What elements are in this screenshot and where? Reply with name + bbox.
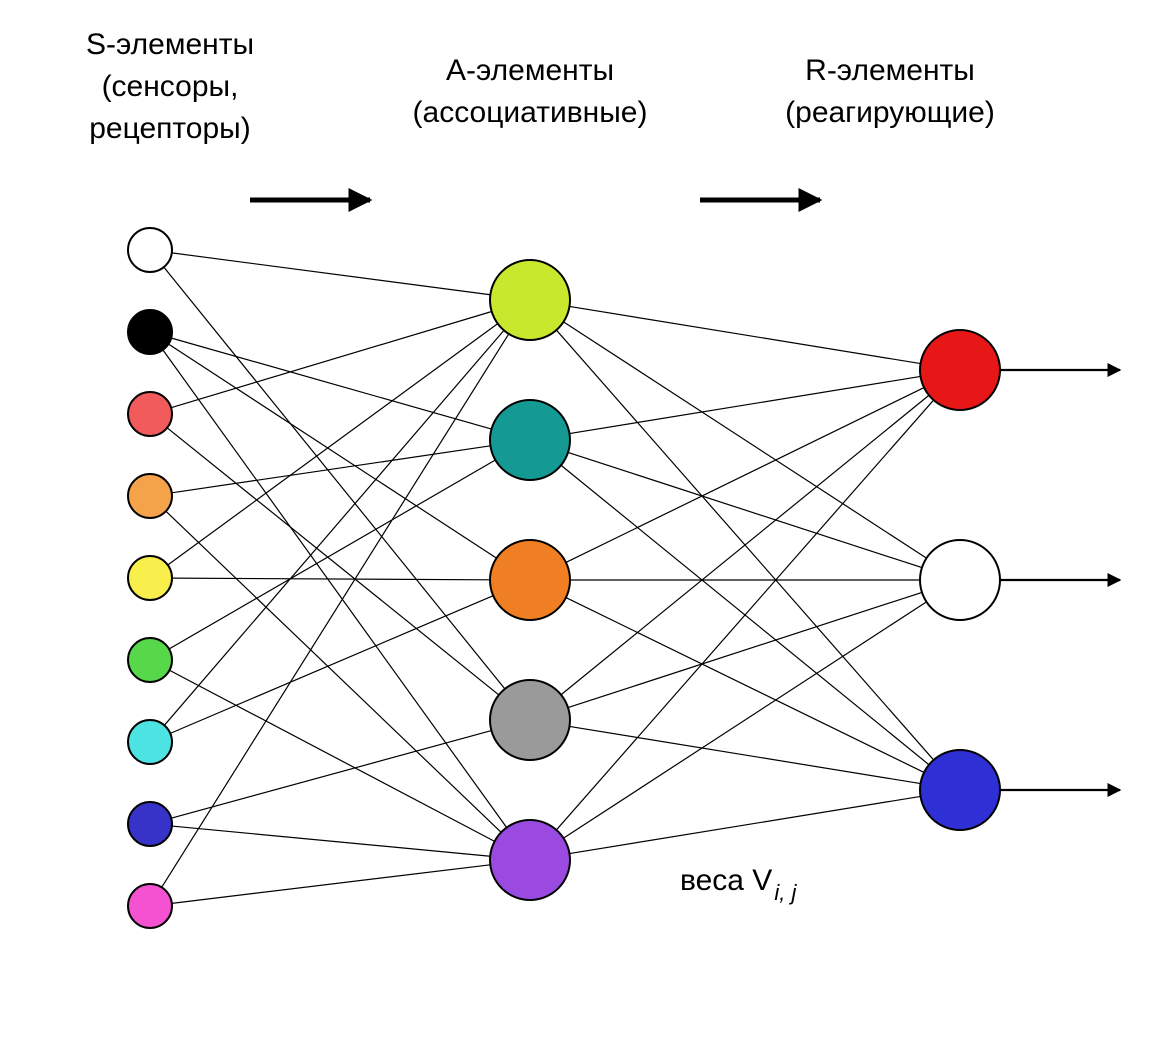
r-node — [920, 330, 1000, 410]
edge — [169, 460, 495, 649]
a-label: A-элементы (ассоциативные) — [413, 54, 648, 129]
output-arrows — [1000, 370, 1120, 790]
edge — [169, 670, 494, 841]
edge — [172, 578, 490, 580]
s-node — [128, 802, 172, 846]
s-node — [128, 720, 172, 764]
edge — [172, 826, 490, 856]
s-node — [128, 884, 172, 928]
edge — [566, 388, 924, 563]
edge — [171, 338, 491, 429]
edge — [164, 267, 505, 689]
r-layer — [920, 330, 1000, 830]
a-node — [490, 260, 570, 340]
edge — [172, 865, 490, 904]
edge — [564, 602, 927, 838]
s-node — [128, 556, 172, 600]
weights-label: веса Vi, j — [680, 864, 797, 905]
s-layer — [128, 228, 172, 928]
a-layer — [490, 260, 570, 900]
edge — [564, 322, 927, 558]
edge — [171, 731, 491, 819]
edge — [569, 796, 920, 853]
a-node — [490, 680, 570, 760]
a-node — [490, 820, 570, 900]
edges-a-to-r — [556, 306, 933, 853]
a-node — [490, 540, 570, 620]
edge — [566, 598, 924, 773]
s-label-line: (сенсоры, — [102, 70, 239, 103]
edge — [166, 511, 501, 832]
s-node — [128, 310, 172, 354]
edge — [568, 452, 922, 567]
r-label-line: (реагирующие) — [785, 96, 995, 129]
r-label: R-элементы (реагирующие) — [785, 54, 995, 129]
edge — [163, 350, 507, 828]
edges-s-to-a — [162, 253, 509, 903]
edge — [164, 330, 504, 725]
s-label-line: рецепторы) — [89, 112, 250, 145]
s-node — [128, 474, 172, 518]
a-label-line: (ассоциативные) — [413, 96, 648, 129]
edge — [171, 311, 492, 407]
a-node — [490, 400, 570, 480]
s-label: S-элементы (сенсоры, рецепторы) — [86, 28, 254, 145]
edge — [168, 344, 496, 558]
a-label-line: A-элементы — [446, 54, 614, 87]
edge — [568, 592, 922, 707]
s-label-line: S-элементы — [86, 28, 254, 61]
edge — [172, 253, 491, 295]
s-node — [128, 638, 172, 682]
s-node — [128, 392, 172, 436]
perceptron-diagram: S-элементы (сенсоры, рецепторы) A-элементы (… — [0, 0, 1160, 1040]
r-label-line: R-элементы — [805, 54, 975, 87]
edge — [556, 400, 933, 830]
edge — [167, 428, 499, 695]
r-node — [920, 540, 1000, 620]
s-node — [128, 228, 172, 272]
edge — [569, 306, 920, 363]
r-node — [920, 750, 1000, 830]
